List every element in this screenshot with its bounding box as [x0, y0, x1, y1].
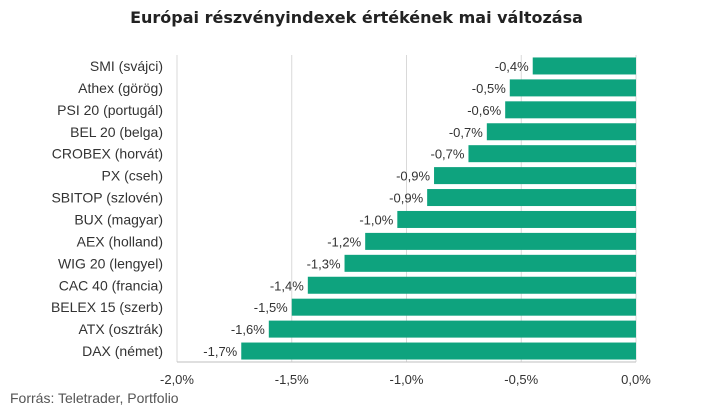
- category-label: CROBEX (horvát): [52, 146, 163, 162]
- category-label: PSI 20 (portugál): [57, 102, 163, 118]
- data-label: -1,2%: [327, 234, 361, 249]
- category-label: CAC 40 (francia): [59, 277, 163, 293]
- x-tick-label: -2,0%: [160, 372, 194, 387]
- bar: [291, 298, 636, 316]
- category-label: ATX (osztrák): [78, 321, 163, 337]
- data-label: -1,0%: [359, 212, 393, 227]
- bar: [486, 123, 636, 141]
- bar: [505, 101, 636, 119]
- data-label: -1,4%: [270, 278, 304, 293]
- data-label: -1,7%: [203, 344, 237, 359]
- bar: [468, 145, 636, 163]
- category-label: SMI (svájci): [90, 58, 163, 74]
- bar: [532, 57, 636, 75]
- category-label: DAX (német): [82, 343, 163, 359]
- source-note: Forrás: Teletrader, Portfolio: [10, 390, 179, 406]
- data-label: -0,5%: [472, 81, 506, 96]
- x-tick-label: -1,0%: [390, 372, 424, 387]
- data-label: -0,7%: [449, 125, 483, 140]
- bar: [344, 254, 636, 272]
- bar: [509, 79, 636, 97]
- bar: [241, 342, 636, 360]
- category-label: PX (cseh): [102, 168, 163, 184]
- data-label: -0,7%: [430, 147, 464, 162]
- data-label: -0,6%: [467, 103, 501, 118]
- bar: [427, 189, 636, 207]
- bar: [434, 167, 636, 185]
- bar: [397, 210, 636, 228]
- chart-title: Európai részvényindexek értékének mai vá…: [130, 8, 583, 27]
- category-label: WIG 20 (lengyel): [58, 255, 163, 271]
- category-label: Athex (görög): [78, 80, 163, 96]
- bar: [365, 232, 636, 250]
- x-tick-label: 0,0%: [621, 372, 651, 387]
- category-label: SBITOP (szlovén): [51, 190, 163, 206]
- data-label: -0,9%: [389, 191, 423, 206]
- data-label: -1,5%: [254, 300, 288, 315]
- category-label: BELEX 15 (szerb): [51, 299, 163, 315]
- data-label: -1,3%: [307, 256, 341, 271]
- data-label: -0,9%: [396, 169, 430, 184]
- x-tick-label: -0,5%: [504, 372, 538, 387]
- data-label: -0,4%: [495, 59, 529, 74]
- category-label: AEX (holland): [77, 233, 163, 249]
- bar: [268, 320, 636, 338]
- x-tick-label: -1,5%: [275, 372, 309, 387]
- category-label: BUX (magyar): [74, 211, 163, 227]
- category-label: BEL 20 (belga): [70, 124, 163, 140]
- data-label: -1,6%: [231, 322, 265, 337]
- bar: [307, 276, 636, 294]
